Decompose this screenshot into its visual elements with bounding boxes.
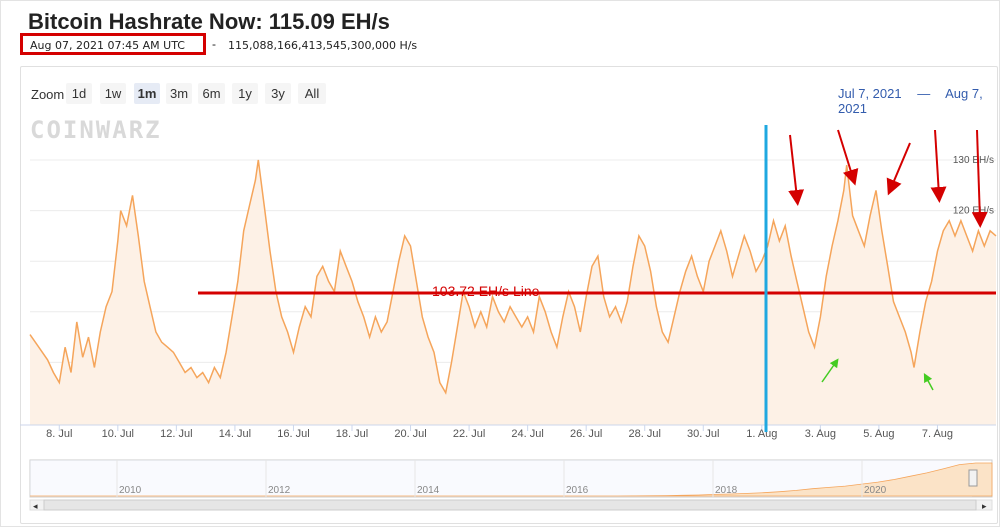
zoom-button-3m[interactable]: 3m	[166, 83, 192, 104]
chart-panel	[20, 66, 998, 524]
x-tick-label: 8. Jul	[46, 428, 72, 440]
red-arrow-4	[930, 129, 947, 203]
hashrate-area	[30, 160, 996, 425]
red-arrow-3	[886, 142, 911, 196]
x-tick-label: 1. Aug	[746, 428, 777, 440]
y-tick-label: 130 EH/s	[953, 155, 994, 166]
navigator-year-label: 2014	[417, 485, 440, 496]
red-arrow-5	[971, 129, 988, 228]
navigator-area	[30, 462, 993, 497]
scroll-right-arrow-icon[interactable]: ▸	[982, 501, 987, 511]
x-tick-label: 16. Jul	[277, 428, 309, 440]
x-tick-label: 14. Jul	[219, 428, 251, 440]
x-axis-ticks: 8. Jul 10. Jul 12. Jul 14. Jul 16. Jul 18. Ju…	[46, 425, 953, 440]
navigator-year-label: 2012	[268, 485, 291, 496]
x-tick-label: 18. Jul	[336, 428, 368, 440]
x-tick-label: 12. Jul	[160, 428, 192, 440]
zoom-button-1d[interactable]: 1d	[66, 83, 92, 104]
range-from[interactable]: Jul 7, 2021	[838, 86, 902, 101]
hashrate-full-value: 115,088,166,413,545,300,000 H/s	[228, 39, 418, 52]
reference-line-label: 103.72 EH/s Line	[432, 283, 540, 299]
x-tick-label: 22. Jul	[453, 428, 485, 440]
x-tick-label: 20. Jul	[394, 428, 426, 440]
navigator-handle[interactable]	[968, 469, 978, 487]
navigator[interactable]: 2010 2012 2014 2016 2018 2020	[29, 459, 993, 498]
green-arrow-1	[821, 358, 839, 383]
green-arrow-2	[923, 373, 934, 391]
red-arrow-1	[788, 134, 805, 206]
x-tick-label: 28. Jul	[629, 428, 661, 440]
zoom-label: Zoom	[31, 87, 65, 102]
navigator-year-label: 2018	[715, 485, 738, 496]
timestamp: Aug 07, 2021 07:45 AM UTC	[30, 39, 185, 52]
x-tick-label: 30. Jul	[687, 428, 719, 440]
scroll-left-arrow-icon[interactable]: ◂	[33, 501, 38, 511]
x-tick-label: 3. Aug	[805, 428, 836, 440]
zoom-button-6m[interactable]: 6m	[198, 83, 225, 104]
zoom-button-1y[interactable]: 1y	[232, 83, 258, 104]
x-tick-label: 24. Jul	[511, 428, 543, 440]
date-range: Jul 7, 2021 — Aug 7, 2021	[838, 86, 1000, 116]
range-separator: —	[917, 86, 931, 101]
zoom-button-1w[interactable]: 1w	[100, 83, 126, 104]
hashrate-line	[29, 159, 997, 395]
navigator-year-label: 2020	[864, 485, 887, 496]
coinwarz-watermark: COINWARZ	[30, 116, 162, 144]
x-tick-label: 5. Aug	[863, 428, 894, 440]
navigator-year-label: 2016	[566, 485, 589, 496]
x-tick-label: 10. Jul	[102, 428, 134, 440]
x-tick-label: 26. Jul	[570, 428, 602, 440]
range-to[interactable]: Aug 7, 2021	[838, 86, 983, 116]
navigator-year-label: 2010	[119, 485, 142, 496]
navigator-year-labels: 2010 2012 2014 2016 2018 2020	[116, 460, 887, 497]
y-tick-label: 120 EH/s	[953, 206, 994, 217]
timestamp-highlight-box	[20, 33, 206, 55]
scrollbar-thumb[interactable]	[43, 499, 977, 511]
zoom-button-all[interactable]: All	[298, 83, 326, 104]
red-arrow-2	[837, 129, 859, 186]
page-title: Bitcoin Hashrate Now: 115.09 EH/s	[28, 9, 390, 34]
zoom-button-1m[interactable]: 1m	[134, 83, 160, 104]
x-tick-label: 7. Aug	[922, 428, 953, 440]
separator: -	[212, 37, 216, 51]
zoom-button-3y[interactable]: 3y	[265, 83, 291, 104]
